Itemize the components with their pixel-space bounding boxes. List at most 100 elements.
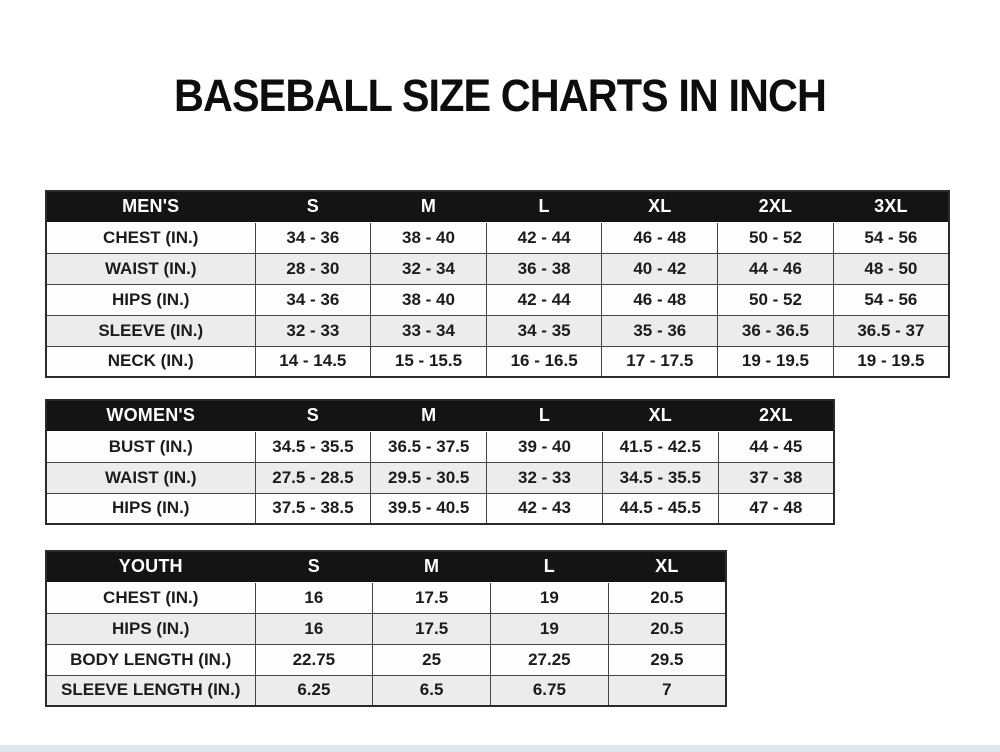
measurement-label: WAIST (IN.) (45, 252, 256, 285)
size-value: 6.5 (372, 674, 491, 707)
size-value: 16 (254, 612, 374, 645)
measurement-row: NECK (IN.) 14 - 14.5 15 - 15.5 16 - 16.5 17 … (45, 345, 950, 378)
size-value: 35 - 36 (601, 314, 719, 347)
size-value: 44 - 45 (717, 430, 835, 463)
measurement-label: SLEEVE (IN.) (45, 314, 256, 347)
measurement-row: HIPS (IN.) 16 17.5 19 20.5 (45, 612, 727, 645)
size-value: 40 - 42 (601, 252, 719, 285)
size-column-header: XL (607, 550, 727, 583)
size-value: 54 - 56 (832, 283, 950, 316)
measurement-label: BUST (IN.) (45, 430, 256, 463)
size-value: 17.5 (372, 612, 491, 645)
size-value: 32 - 34 (370, 252, 487, 285)
size-column-header: M (370, 190, 487, 223)
measurement-row: WAIST (IN.) 28 - 30 32 - 34 36 - 38 40 - 42 4… (45, 252, 950, 285)
size-value: 27.25 (490, 643, 609, 676)
size-value: 17.5 (372, 581, 491, 614)
measurement-row: WAIST (IN.) 27.5 - 28.5 29.5 - 30.5 32 - 33… (45, 461, 835, 494)
measurement-row: HIPS (IN.) 37.5 - 38.5 39.5 - 40.5 42 - 43 4… (45, 492, 835, 525)
size-value: 17 - 17.5 (601, 345, 719, 378)
size-value: 29.5 (607, 643, 727, 676)
size-value: 19 (490, 612, 609, 645)
size-column-header: L (485, 190, 603, 223)
size-column-header: 3XL (832, 190, 950, 223)
womens-size-table: WOMEN'S S M L XL 2XL BUST (IN.) 34.5 - 35.5 36.5… (45, 399, 835, 525)
size-value: 34.5 - 35.5 (254, 430, 372, 463)
size-column-header: L (486, 399, 603, 432)
size-value: 42 - 44 (485, 221, 603, 254)
size-column-header: XL (601, 399, 719, 432)
womens-table-title: WOMEN'S (45, 399, 256, 432)
table-header-row: MEN'S S M L XL 2XL 3XL (45, 190, 950, 223)
measurement-row: BODY LENGTH (IN.) 22.75 25 27.25 29.5 (45, 643, 727, 676)
youth-table-title: YOUTH (45, 550, 256, 583)
mens-size-table: MEN'S S M L XL 2XL 3XL CHEST (IN.) 34 - 36 38 - 4… (45, 190, 950, 378)
size-value: 46 - 48 (601, 221, 719, 254)
measurement-label: WAIST (IN.) (45, 461, 256, 494)
size-value: 39 - 40 (486, 430, 603, 463)
size-value: 19 - 19.5 (717, 345, 834, 378)
size-value: 33 - 34 (370, 314, 487, 347)
size-value: 6.75 (490, 674, 609, 707)
size-value: 27.5 - 28.5 (254, 461, 372, 494)
size-column-header: 2XL (717, 190, 834, 223)
size-value: 19 (490, 581, 609, 614)
size-value: 20.5 (607, 612, 727, 645)
size-value: 34 - 35 (485, 314, 603, 347)
size-value: 7 (607, 674, 727, 707)
size-value: 25 (372, 643, 491, 676)
size-value: 34 - 36 (254, 221, 372, 254)
size-value: 22.75 (254, 643, 374, 676)
size-column-header: XL (601, 190, 719, 223)
size-value: 50 - 52 (717, 221, 834, 254)
size-column-header: L (490, 550, 609, 583)
measurement-label: NECK (IN.) (45, 345, 256, 378)
size-value: 38 - 40 (370, 221, 487, 254)
size-value: 44 - 46 (717, 252, 834, 285)
size-value: 16 - 16.5 (485, 345, 603, 378)
measurement-row: CHEST (IN.) 34 - 36 38 - 40 42 - 44 46 - 48 5… (45, 221, 950, 254)
size-value: 42 - 44 (485, 283, 603, 316)
mens-table-title: MEN'S (45, 190, 256, 223)
measurement-label: BODY LENGTH (IN.) (45, 643, 256, 676)
size-value: 32 - 33 (486, 461, 603, 494)
size-value: 15 - 15.5 (370, 345, 487, 378)
measurement-label: CHEST (IN.) (45, 581, 256, 614)
size-value: 47 - 48 (717, 492, 835, 525)
size-value: 41.5 - 42.5 (601, 430, 719, 463)
size-column-header: M (372, 550, 491, 583)
table-header-row: WOMEN'S S M L XL 2XL (45, 399, 835, 432)
size-value: 34.5 - 35.5 (601, 461, 719, 494)
youth-size-table: YOUTH S M L XL CHEST (IN.) 16 17.5 19 20.5 HIPS (I… (45, 550, 727, 707)
size-column-header: 2XL (717, 399, 835, 432)
size-value: 37 - 38 (717, 461, 835, 494)
size-value: 36 - 38 (485, 252, 603, 285)
size-value: 44.5 - 45.5 (601, 492, 719, 525)
measurement-row: SLEEVE (IN.) 32 - 33 33 - 34 34 - 35 35 - 36… (45, 314, 950, 347)
measurement-label: SLEEVE LENGTH (IN.) (45, 674, 256, 707)
size-value: 36.5 - 37 (832, 314, 950, 347)
size-column-header: S (254, 550, 374, 583)
size-value: 16 (254, 581, 374, 614)
size-column-header: M (370, 399, 488, 432)
page-title: BASEBALL SIZE CHARTS IN INCH (173, 70, 827, 121)
measurement-row: HIPS (IN.) 34 - 36 38 - 40 42 - 44 46 - 48 50… (45, 283, 950, 316)
measurement-label: HIPS (IN.) (45, 612, 256, 645)
size-column-header: S (254, 190, 372, 223)
size-value: 50 - 52 (717, 283, 834, 316)
size-value: 19 - 19.5 (832, 345, 950, 378)
size-value: 48 - 50 (832, 252, 950, 285)
size-column-header: S (254, 399, 372, 432)
size-value: 39.5 - 40.5 (370, 492, 488, 525)
measurement-row: BUST (IN.) 34.5 - 35.5 36.5 - 37.5 39 - 40 4… (45, 430, 835, 463)
size-value: 54 - 56 (832, 221, 950, 254)
size-value: 42 - 43 (486, 492, 603, 525)
measurement-row: SLEEVE LENGTH (IN.) 6.25 6.5 6.75 7 (45, 674, 727, 707)
size-value: 29.5 - 30.5 (370, 461, 488, 494)
size-value: 36.5 - 37.5 (370, 430, 488, 463)
size-value: 38 - 40 (370, 283, 487, 316)
size-value: 34 - 36 (254, 283, 372, 316)
size-value: 32 - 33 (254, 314, 372, 347)
measurement-label: HIPS (IN.) (45, 492, 256, 525)
size-value: 46 - 48 (601, 283, 719, 316)
